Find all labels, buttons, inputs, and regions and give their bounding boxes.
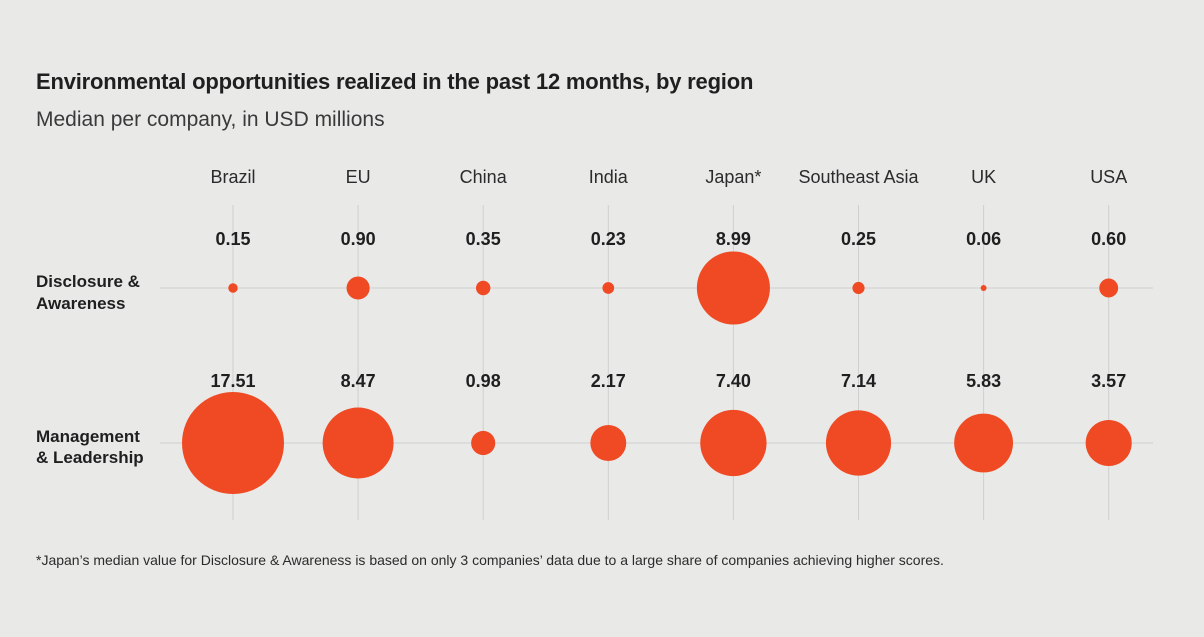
value-label-1-china: 0.35 bbox=[466, 229, 501, 249]
row-label-2-line-1: Management bbox=[36, 427, 140, 446]
bubble-2-usa bbox=[1085, 419, 1132, 467]
value-label-1-brazil: 0.15 bbox=[215, 229, 250, 249]
value-label-1-india: 0.23 bbox=[591, 229, 626, 249]
bubble-1-brazil bbox=[228, 283, 238, 293]
chart-subtitle: Median per company, in USD millions bbox=[36, 108, 385, 131]
bubble-2-japan bbox=[700, 409, 767, 477]
value-label-2-india: 2.17 bbox=[591, 371, 626, 391]
region-label-southeast-asia: Southeast Asia bbox=[798, 167, 919, 187]
bubble-2-india bbox=[590, 425, 627, 461]
region-label-uk: UK bbox=[971, 167, 996, 187]
region-label-brazil: Brazil bbox=[210, 167, 255, 187]
region-label-eu: EU bbox=[346, 167, 371, 187]
bubble-2-southeast-asia bbox=[825, 410, 892, 476]
bubble-1-southeast-asia bbox=[852, 281, 865, 295]
region-label-india: India bbox=[589, 167, 629, 187]
row-label-2-line-2: & Leadership bbox=[36, 448, 144, 467]
value-label-2-usa: 3.57 bbox=[1091, 371, 1126, 391]
region-label-usa: USA bbox=[1090, 167, 1127, 187]
row-label-1-line-1: Disclosure & bbox=[36, 272, 140, 291]
bubble-1-uk bbox=[980, 285, 987, 291]
chart-title: Environmental opportunities realized in … bbox=[36, 69, 754, 94]
bubble-2-uk bbox=[954, 413, 1014, 473]
value-label-1-uk: 0.06 bbox=[966, 229, 1001, 249]
value-label-1-southeast-asia: 0.25 bbox=[841, 229, 876, 249]
value-label-2-southeast-asia: 7.14 bbox=[841, 371, 876, 391]
value-label-2-china: 0.98 bbox=[466, 371, 501, 391]
row-label-1-line-2: Awareness bbox=[36, 294, 125, 313]
bubble-2-brazil bbox=[182, 392, 284, 494]
value-label-2-brazil: 17.51 bbox=[210, 371, 255, 391]
footnote: *Japan’s median value for Disclosure & A… bbox=[36, 552, 944, 568]
bubble-2-eu bbox=[322, 407, 394, 479]
bubble-1-china bbox=[475, 280, 491, 296]
region-label-japan: Japan* bbox=[705, 167, 761, 187]
value-label-2-uk: 5.83 bbox=[966, 371, 1001, 391]
bubble-1-eu bbox=[346, 276, 370, 300]
value-label-1-japan: 8.99 bbox=[716, 229, 751, 249]
bubble-1-india bbox=[602, 282, 615, 294]
bubble-2-china bbox=[471, 430, 496, 456]
value-label-1-usa: 0.60 bbox=[1091, 229, 1126, 249]
region-label-china: China bbox=[460, 167, 508, 187]
bubble-1-usa bbox=[1099, 278, 1119, 298]
value-label-2-japan: 7.40 bbox=[716, 371, 751, 391]
bubble-1-japan bbox=[696, 251, 770, 325]
value-label-1-eu: 0.90 bbox=[341, 229, 376, 249]
value-label-2-eu: 8.47 bbox=[341, 371, 376, 391]
